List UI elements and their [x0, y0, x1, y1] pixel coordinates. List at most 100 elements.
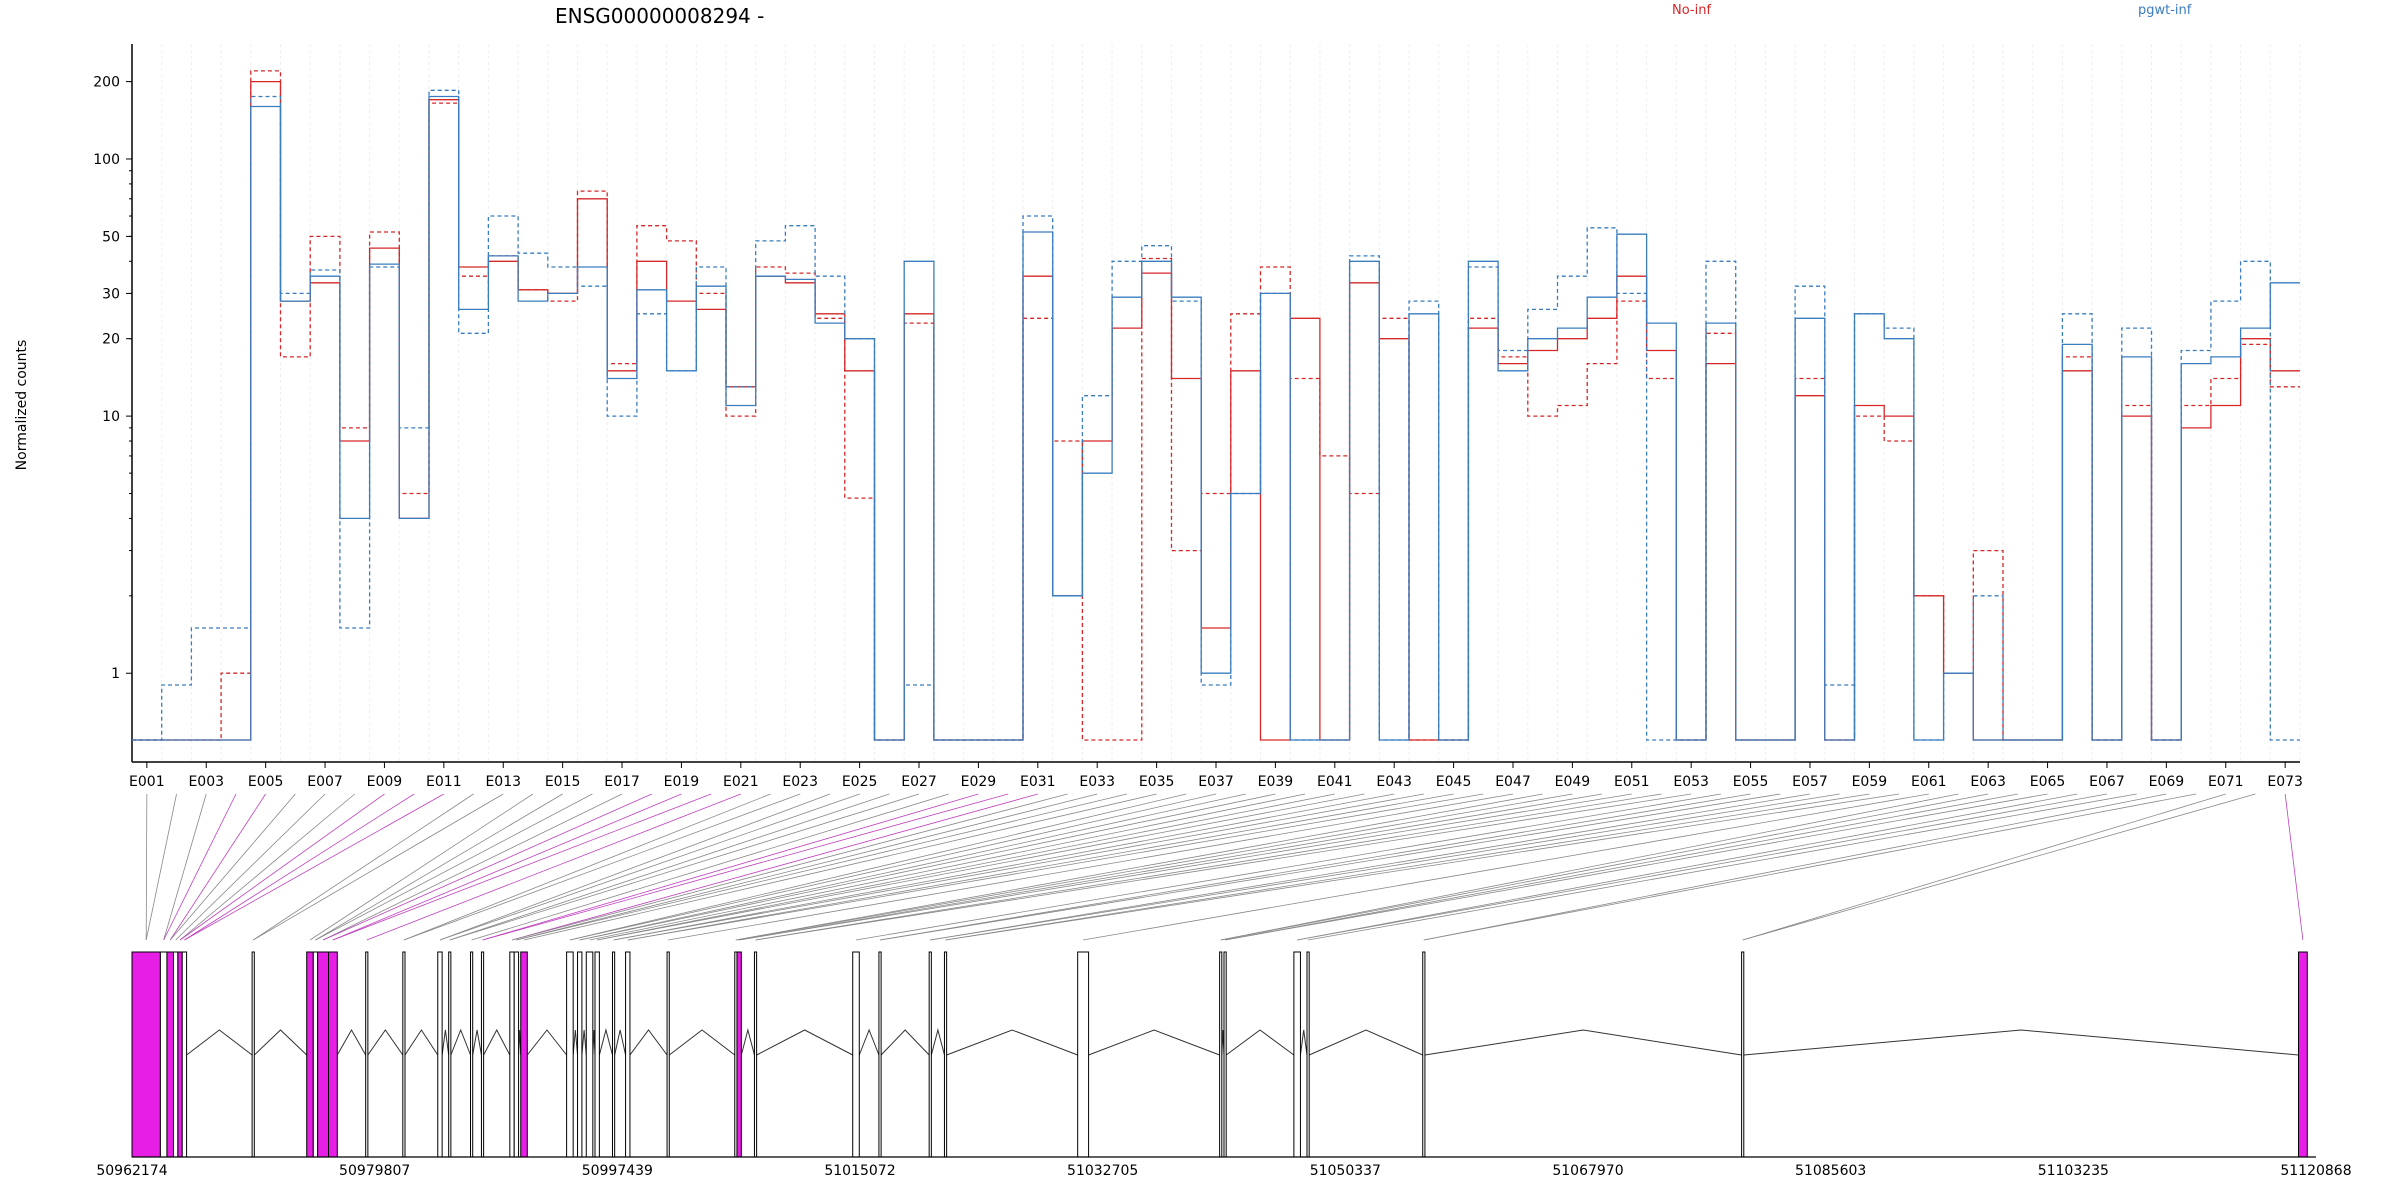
exon-connector — [482, 793, 979, 941]
intron-line — [629, 1029, 668, 1056]
y-tick-label: 1 — [111, 666, 120, 682]
x-tick-label: E013 — [485, 774, 521, 790]
exon-block-significant — [306, 951, 314, 1158]
legend-pgwt-inf: pgwt-inf — [2138, 3, 2192, 18]
exon-connector — [879, 793, 1781, 941]
y-tick-label: 50 — [102, 229, 120, 245]
exon-connector — [613, 793, 1395, 941]
exon-connector — [145, 793, 177, 941]
exon-connector — [449, 793, 890, 941]
exon-connector — [668, 793, 1514, 941]
x-tick-label: E027 — [901, 774, 937, 790]
exon-connector — [366, 793, 741, 941]
x-tick-label: E059 — [1852, 774, 1888, 790]
series-lines — [132, 70, 2300, 741]
axes — [131, 44, 2300, 763]
y-tick-label: 100 — [93, 152, 120, 168]
genomic-coordinate-label: 51015072 — [824, 1163, 895, 1179]
intron-line — [367, 1029, 404, 1056]
exon-connector — [627, 793, 1484, 941]
exon-connector — [179, 793, 385, 941]
genomic-coordinate-label: 50962174 — [96, 1163, 167, 1179]
exon-connector — [1308, 793, 2137, 941]
intron-line — [930, 1028, 945, 1056]
exon-block — [753, 951, 758, 1158]
genomic-coordinate-label: 51067970 — [1552, 1163, 1623, 1179]
intron-line — [1225, 1029, 1295, 1056]
x-tick-label: E015 — [545, 774, 581, 790]
genomic-coordinate-label: 51032705 — [1067, 1163, 1138, 1179]
exon-connector — [315, 793, 593, 941]
exon-connector — [516, 793, 1127, 941]
exon-connector — [569, 793, 1217, 941]
x-ticks: E001 E003 E005 E007 E009 E011 E013 E015 E017 E019… — [129, 762, 2303, 790]
exon-connector — [1297, 793, 2078, 941]
intron-line — [880, 1029, 930, 1056]
exon-connector — [1742, 793, 2226, 941]
exon-connector — [163, 793, 237, 941]
exon-connector — [175, 793, 326, 941]
exon-block — [172, 951, 179, 1158]
exon-block — [577, 951, 583, 1158]
exon-connector — [169, 793, 266, 941]
intron-line — [483, 1028, 511, 1056]
exon-connector — [252, 793, 474, 941]
exon-block — [594, 951, 600, 1158]
x-tick-label: E003 — [188, 774, 224, 790]
exon-block — [1306, 951, 1310, 1158]
exon-connector — [1297, 793, 2108, 941]
y-ticks: 1 10 20 30 50 100 200 — [93, 75, 132, 682]
x-tick-label: E037 — [1198, 774, 1234, 790]
intron-line — [740, 1028, 755, 1056]
exon-block — [509, 951, 515, 1158]
exon-block — [251, 951, 255, 1158]
exon-block — [943, 951, 948, 1158]
exon-connector — [1423, 793, 2167, 941]
y-tick-label: 10 — [102, 409, 120, 425]
intron-line — [756, 1029, 853, 1056]
exon-block — [585, 951, 594, 1158]
exon-connector — [569, 793, 1187, 941]
exon-connector — [1220, 793, 1989, 941]
intron-line — [668, 1029, 736, 1056]
x-tick-label: E021 — [723, 774, 759, 790]
exon-connector — [579, 793, 1276, 941]
exon-block — [480, 951, 485, 1158]
exon-connector — [930, 793, 1840, 941]
x-tick-label: E031 — [1020, 774, 1056, 790]
exon-connector — [597, 793, 1335, 941]
exon-block — [365, 951, 369, 1158]
exon-connector — [439, 793, 860, 941]
exon-connector — [163, 793, 207, 941]
exon-connector — [309, 793, 534, 941]
x-tick-label: E069 — [2149, 774, 2185, 790]
exon-block — [437, 951, 443, 1158]
intron-line — [526, 1029, 568, 1056]
exon-connector — [579, 793, 1246, 941]
exon-connector — [735, 793, 1573, 941]
genomic-coordinates: 50962174 50979807 50997439 51015072 51032705… — [96, 1163, 2351, 1179]
exon-connector — [322, 793, 623, 941]
exon-block-significant — [2298, 951, 2308, 1158]
x-tick-label: E017 — [604, 774, 640, 790]
exon-connector — [739, 793, 1603, 941]
x-tick-label: E035 — [1139, 774, 1175, 790]
exon-block-significant — [131, 951, 161, 1158]
intron-line — [1299, 1029, 1308, 1056]
exon-connector — [184, 793, 445, 941]
exon-connector — [315, 793, 563, 941]
exon-connector — [739, 793, 1632, 941]
exon-block — [513, 951, 520, 1158]
exon-block — [470, 951, 474, 1158]
exon-connector — [589, 793, 1306, 941]
exon-connector — [145, 793, 148, 941]
exon-block — [1223, 951, 1227, 1158]
y-tick-label: 200 — [93, 75, 120, 91]
exon-block-significant — [736, 951, 742, 1158]
intron-line — [614, 1029, 627, 1056]
exon-block — [312, 951, 319, 1158]
x-tick-label: E009 — [367, 774, 403, 790]
exon-block — [611, 951, 616, 1158]
exon-connector — [511, 793, 1068, 941]
intron-line — [572, 1029, 579, 1056]
